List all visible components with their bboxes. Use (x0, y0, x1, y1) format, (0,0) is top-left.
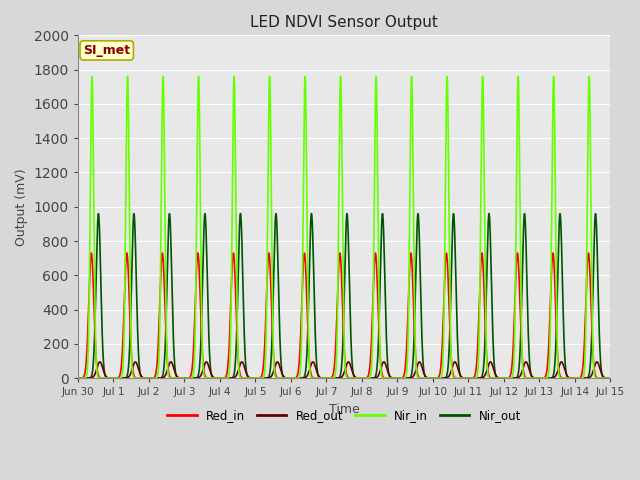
Legend: Red_in, Red_out, Nir_in, Nir_out: Red_in, Red_out, Nir_in, Nir_out (163, 405, 526, 427)
Text: SI_met: SI_met (83, 44, 131, 57)
Y-axis label: Output (mV): Output (mV) (15, 168, 28, 246)
Title: LED NDVI Sensor Output: LED NDVI Sensor Output (250, 15, 438, 30)
X-axis label: Time: Time (329, 403, 360, 416)
